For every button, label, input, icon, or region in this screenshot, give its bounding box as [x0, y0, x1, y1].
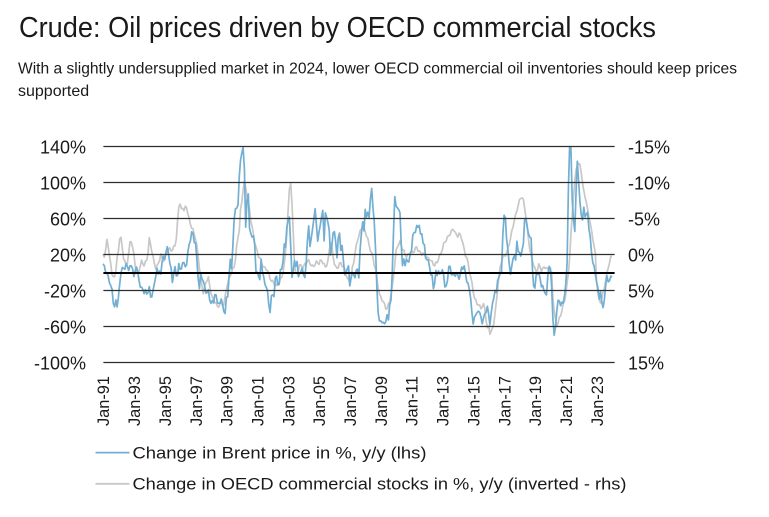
svg-text:20%: 20%	[50, 246, 86, 266]
svg-text:100%: 100%	[40, 174, 86, 194]
svg-text:Jan-11: Jan-11	[403, 376, 422, 426]
svg-text:5%: 5%	[628, 282, 654, 302]
svg-text:Jan-15: Jan-15	[464, 376, 483, 426]
svg-text:140%: 140%	[40, 138, 86, 158]
svg-text:10%: 10%	[628, 318, 664, 338]
svg-text:-10%: -10%	[628, 174, 670, 194]
svg-text:0%: 0%	[628, 246, 654, 266]
svg-text:Jan-07: Jan-07	[341, 376, 360, 426]
svg-text:Crude: Oil prices driven by OE: Crude: Oil prices driven by OECD commerc…	[19, 12, 656, 44]
svg-text:Jan-19: Jan-19	[526, 376, 545, 426]
svg-text:60%: 60%	[50, 210, 86, 230]
svg-text:Jan-17: Jan-17	[495, 376, 514, 426]
svg-text:Jan-23: Jan-23	[588, 376, 607, 426]
svg-text:Jan-99: Jan-99	[218, 376, 237, 426]
svg-text:15%: 15%	[628, 354, 664, 374]
svg-text:Jan-21: Jan-21	[557, 376, 576, 426]
svg-text:-20%: -20%	[44, 282, 86, 302]
svg-text:Jan-03: Jan-03	[279, 376, 298, 426]
svg-text:supported: supported	[18, 83, 89, 100]
svg-text:Jan-01: Jan-01	[249, 376, 268, 426]
svg-text:Jan-95: Jan-95	[156, 376, 175, 426]
svg-text:Jan-05: Jan-05	[310, 376, 329, 426]
svg-text:Jan-97: Jan-97	[187, 376, 206, 426]
svg-text:Jan-91: Jan-91	[94, 376, 113, 426]
svg-text:Jan-93: Jan-93	[125, 376, 144, 426]
svg-text:-60%: -60%	[44, 318, 86, 338]
svg-text:Change in OECD commercial stoc: Change in OECD commercial stocks in %, y…	[133, 475, 627, 494]
svg-text:Jan-09: Jan-09	[372, 376, 391, 426]
svg-text:Jan-13: Jan-13	[434, 376, 453, 426]
svg-text:-5%: -5%	[628, 210, 660, 230]
svg-text:Change in Brent price in %, y/: Change in Brent price in %, y/y (lhs)	[133, 444, 427, 463]
svg-text:-15%: -15%	[628, 138, 670, 158]
svg-text:-100%: -100%	[34, 354, 86, 374]
svg-text:With a slightly undersupplied: With a slightly undersupplied market in …	[18, 61, 737, 78]
